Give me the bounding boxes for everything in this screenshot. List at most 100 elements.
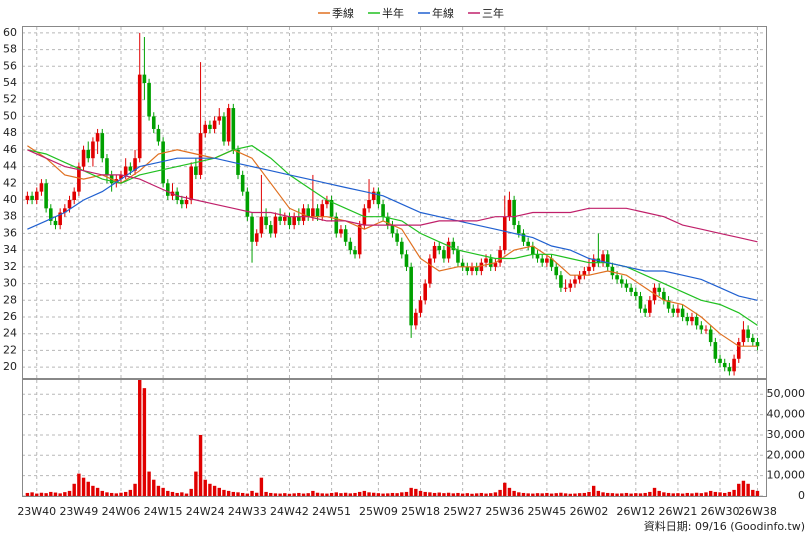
y-tick-label: 58 bbox=[3, 43, 17, 56]
candle-body bbox=[292, 216, 296, 226]
volume-bar bbox=[311, 490, 315, 496]
candle-body bbox=[751, 337, 755, 343]
volume-bar bbox=[694, 492, 699, 496]
candle-body bbox=[287, 216, 292, 226]
x-tick-label: 26W30 bbox=[701, 505, 740, 518]
candle-body bbox=[194, 166, 198, 175]
volume-bar bbox=[208, 483, 212, 496]
candle-body bbox=[671, 308, 676, 313]
volume-bar bbox=[376, 493, 381, 496]
legend-label: 季線 bbox=[332, 6, 354, 20]
candle-body bbox=[423, 283, 427, 301]
volume-bar bbox=[418, 490, 423, 496]
volume-bar bbox=[713, 491, 718, 496]
candle-body bbox=[254, 233, 259, 242]
candle-body bbox=[699, 325, 704, 330]
volume-bar bbox=[428, 492, 432, 496]
candle-body bbox=[704, 329, 708, 331]
volume-bar bbox=[746, 483, 750, 496]
candle-body bbox=[662, 291, 666, 301]
candle-body bbox=[535, 254, 540, 259]
x-tick-label: 25W45 bbox=[527, 505, 566, 518]
candle-body bbox=[53, 220, 58, 226]
candle-body bbox=[484, 258, 488, 263]
volume-bar bbox=[704, 492, 708, 496]
volume-bar bbox=[404, 491, 409, 496]
candle-body bbox=[619, 279, 624, 284]
volume-bar bbox=[460, 493, 465, 496]
candle-body bbox=[446, 241, 451, 259]
candle-body bbox=[297, 216, 301, 221]
candle-body bbox=[212, 120, 217, 129]
y-tick-label: 34 bbox=[3, 243, 17, 256]
volume-bar bbox=[676, 493, 680, 496]
candle-body bbox=[746, 329, 750, 338]
candle-body bbox=[240, 174, 245, 192]
candle-body bbox=[573, 279, 577, 284]
candle-body bbox=[676, 308, 680, 313]
y-tick-label: 26 bbox=[3, 310, 17, 323]
candle-body bbox=[278, 216, 282, 221]
candle-body bbox=[245, 191, 250, 217]
candle-body bbox=[133, 158, 137, 171]
volume-bar bbox=[591, 485, 596, 496]
volume-bar bbox=[615, 493, 619, 496]
candle-body bbox=[582, 271, 587, 276]
candle-body bbox=[493, 262, 498, 267]
candle-body bbox=[722, 362, 727, 368]
volume-bar bbox=[49, 491, 53, 496]
candle-body bbox=[381, 204, 385, 217]
volume-bar bbox=[255, 492, 259, 496]
volume-bar bbox=[53, 492, 58, 496]
y-tick-label: 60 bbox=[3, 26, 17, 39]
volume-bar bbox=[86, 481, 90, 496]
volume-bar bbox=[657, 490, 661, 496]
y-tick-label: 36 bbox=[3, 226, 17, 239]
volume-bar bbox=[91, 485, 95, 496]
candle-body bbox=[72, 191, 76, 200]
y2-tick-label: 50,000 bbox=[767, 387, 806, 400]
volume-bar bbox=[250, 490, 254, 496]
candle-body bbox=[727, 367, 732, 372]
x-tick-label: 25W18 bbox=[401, 505, 440, 518]
candle-body bbox=[222, 116, 226, 142]
candle-body bbox=[184, 199, 189, 205]
volume-bar bbox=[259, 477, 264, 496]
candle-body bbox=[105, 158, 109, 175]
volume-bar bbox=[81, 477, 86, 496]
y-tick-label: 22 bbox=[3, 343, 17, 356]
volume-bar bbox=[362, 490, 367, 496]
volume-bar bbox=[620, 493, 624, 496]
volume-bar bbox=[231, 491, 236, 496]
candle-body bbox=[315, 208, 320, 217]
volume-bar bbox=[105, 492, 109, 496]
candle-body bbox=[474, 266, 479, 272]
volume-bar bbox=[212, 485, 217, 496]
candle-body bbox=[643, 308, 647, 313]
candle-body bbox=[189, 166, 193, 200]
candle-body bbox=[339, 229, 343, 234]
candle-body bbox=[161, 141, 165, 184]
volume-bar bbox=[30, 492, 34, 496]
candle-body bbox=[624, 283, 629, 288]
volume-bar bbox=[732, 489, 736, 496]
x-tick-label: 24W06 bbox=[102, 505, 141, 518]
candle-body bbox=[540, 258, 544, 263]
volume-bar bbox=[44, 493, 48, 496]
candle-body bbox=[357, 225, 362, 255]
volume-bar bbox=[535, 493, 540, 496]
candle-body bbox=[517, 225, 521, 234]
candle-body bbox=[44, 183, 48, 209]
volume-bar bbox=[390, 492, 395, 496]
volume-bar bbox=[432, 492, 437, 496]
volume-bar bbox=[343, 492, 348, 496]
volume-bar bbox=[479, 492, 484, 496]
candle-body bbox=[156, 128, 161, 142]
candle-body bbox=[755, 342, 760, 347]
volume-bar bbox=[596, 490, 601, 496]
candle-body bbox=[648, 300, 652, 313]
volume-bar bbox=[100, 490, 104, 496]
candle-body bbox=[306, 208, 310, 217]
candle-body bbox=[465, 266, 470, 272]
